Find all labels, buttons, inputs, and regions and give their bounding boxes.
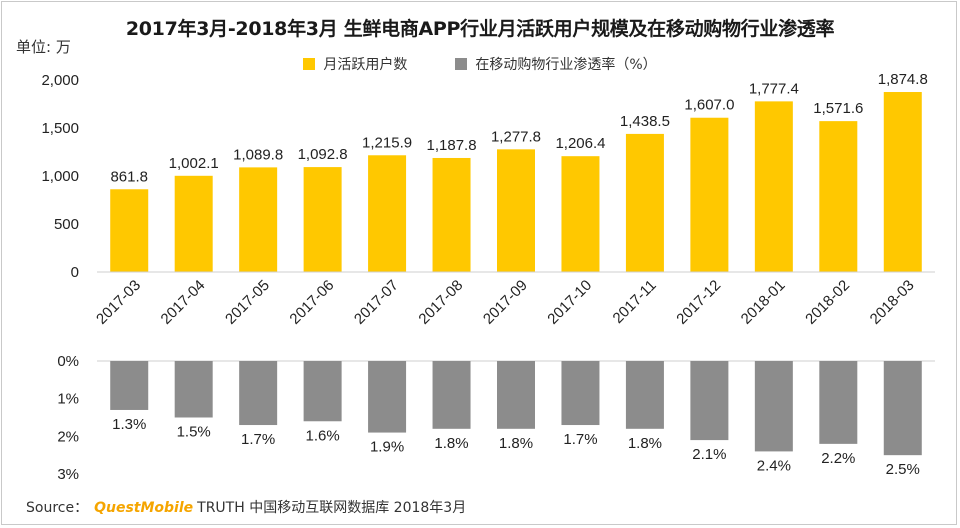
legend-label-penetration: 在移动购物行业渗透率（%） [475, 57, 657, 73]
data-label-mau: 1,874.8 [878, 71, 928, 88]
data-label-mau: 1,206.4 [555, 135, 605, 152]
legend-label-mau: 月活跃用户数 [323, 57, 408, 73]
bar-penetration [110, 361, 149, 410]
data-label-mau: 1,777.4 [749, 80, 799, 97]
x-tick-label: 2017-06 [286, 277, 337, 328]
bar-mau [303, 167, 342, 272]
data-label-mau: 1,277.8 [491, 128, 541, 145]
source-brand: QuestMobile [94, 500, 194, 516]
bar-penetration [174, 361, 213, 418]
bar-mau [174, 175, 213, 272]
y-tick-label-penetration: 2% [57, 428, 79, 445]
x-tick-label: 2017-11 [610, 277, 660, 327]
data-label-penetration: 1.3% [112, 416, 146, 433]
data-label-penetration: 1.7% [241, 431, 275, 448]
data-label-penetration: 1.6% [306, 427, 340, 444]
bar-mau [432, 157, 471, 272]
data-label-penetration: 2.1% [692, 446, 726, 463]
bar-mau [819, 121, 858, 272]
y-tick-label-mau: 500 [54, 216, 79, 233]
bar-penetration [625, 361, 664, 429]
data-label-mau: 1,607.0 [684, 97, 734, 114]
x-tick-label: 2017-05 [222, 277, 273, 328]
legend-item-penetration: 在移动购物行业渗透率（%） [455, 54, 657, 74]
x-tick-label: 2017-03 [93, 277, 144, 328]
bar-mau [625, 133, 664, 272]
y-tick-label-mau: 0 [71, 264, 79, 281]
data-label-mau: 1,187.8 [427, 137, 477, 154]
bar-mau [110, 189, 149, 272]
bar-penetration [239, 361, 278, 426]
unit-label: 单位: 万 [16, 38, 71, 56]
bar-penetration [883, 361, 922, 456]
legend: 月活跃用户数 在移动购物行业渗透率（%） [0, 54, 960, 74]
bar-mau [883, 92, 922, 273]
source-prefix: Source： [26, 500, 89, 516]
x-tick-label: 2017-10 [544, 277, 595, 328]
bar-penetration [561, 361, 600, 426]
x-tick-label: 2017-08 [415, 277, 466, 328]
data-label-mau: 1,092.8 [298, 146, 348, 163]
data-label-penetration: 2.2% [821, 450, 855, 467]
data-label-penetration: 1.8% [434, 435, 468, 452]
bar-mau [690, 117, 729, 272]
bar-mau [368, 155, 407, 272]
bar-mau [497, 149, 535, 272]
data-label-penetration: 1.8% [499, 435, 533, 452]
data-label-mau: 1,438.5 [620, 113, 670, 130]
chart-title: 2017年3月-2018年3月 生鲜电商APP行业月活跃用户规模及在移动购物行业… [125, 18, 835, 40]
bar-penetration [432, 361, 471, 429]
bar-mau [754, 101, 793, 272]
bar-penetration [303, 361, 342, 422]
bar-mau [561, 156, 600, 272]
y-tick-label-mau: 1,000 [41, 168, 79, 185]
y-tick-label-mau: 2,000 [41, 72, 79, 89]
legend-item-mau: 月活跃用户数 [303, 54, 407, 74]
x-tick-label: 2017-04 [158, 277, 209, 328]
x-tick-label: 2018-03 [867, 277, 918, 328]
bar-penetration [819, 361, 858, 444]
x-tick-label: 2017-12 [673, 277, 724, 328]
data-label-mau: 1,215.9 [362, 134, 412, 151]
bar-penetration [497, 361, 535, 429]
bar-penetration [754, 361, 793, 452]
data-label-penetration: 2.4% [757, 457, 791, 474]
y-tick-label-penetration: 1% [57, 391, 79, 408]
source-text: TRUTH 中国移动互联网数据库 2018年3月 [197, 500, 467, 516]
data-label-penetration: 1.5% [177, 424, 211, 441]
x-tick-label: 2017-07 [351, 277, 402, 328]
y-tick-label-penetration: 0% [57, 353, 79, 370]
legend-swatch-mau [303, 58, 316, 70]
data-label-penetration: 2.5% [886, 461, 920, 478]
bar-mau [239, 167, 278, 272]
y-tick-label-penetration: 3% [57, 466, 79, 483]
x-tick-label: 2017-09 [480, 277, 531, 328]
data-label-penetration: 1.8% [628, 435, 662, 452]
data-label-mau: 1,002.1 [169, 155, 219, 172]
x-tick-label: 2018-02 [802, 277, 853, 328]
y-tick-label-mau: 1,500 [41, 120, 79, 137]
data-label-penetration: 1.9% [370, 439, 404, 456]
data-label-mau: 1,089.8 [233, 146, 283, 163]
data-label-mau: 861.8 [110, 168, 148, 185]
data-label-mau: 1,571.6 [813, 100, 863, 117]
x-tick-label: 2018-01 [738, 277, 789, 328]
bar-penetration [690, 361, 729, 441]
bar-penetration [368, 361, 407, 433]
data-label-penetration: 1.7% [563, 431, 597, 448]
source-note: Source： QuestMobile TRUTH 中国移动互联网数据库 2018年… [26, 497, 466, 517]
legend-swatch-penetration [455, 58, 468, 70]
